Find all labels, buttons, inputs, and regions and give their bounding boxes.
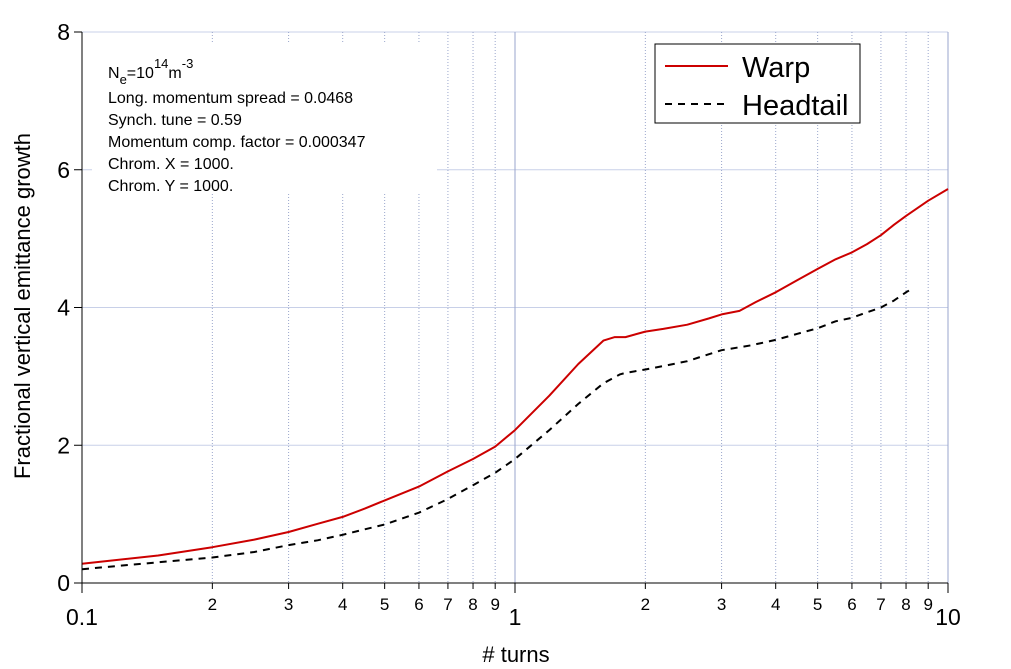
x-minor-tick-label: 3 <box>284 595 293 614</box>
annotation-line: Chrom. X = 1000. <box>108 156 234 173</box>
x-major-tick-label: 0.1 <box>66 604 98 630</box>
series-lines <box>81 188 949 571</box>
x-axis-title: # turns <box>482 642 549 667</box>
annotation-line: Synch. tune = 0.59 <box>108 112 242 129</box>
x-minor-tick-label: 7 <box>876 595 885 614</box>
y-tick-label: 8 <box>57 19 70 45</box>
series-line-headtail <box>81 287 914 571</box>
parameter-annotation: Ne=1014m-3 Long. momentum spread = 0.046… <box>92 44 437 195</box>
legend-label-warp: Warp <box>742 52 810 84</box>
x-minor-tick-label: 9 <box>490 595 499 614</box>
x-major-tick-label: 10 <box>935 604 961 630</box>
x-major-tick-label: 1 <box>509 604 522 630</box>
y-tick-label: 4 <box>57 295 70 321</box>
y-tick-label: 2 <box>57 432 70 458</box>
x-minor-tick-label: 9 <box>923 595 932 614</box>
x-minor-tick-label: 5 <box>380 595 389 614</box>
y-tick-label: 6 <box>57 157 70 183</box>
x-minor-tick-label: 8 <box>468 595 477 614</box>
y-tick-label: 0 <box>57 570 70 596</box>
series-line-warp <box>81 188 949 565</box>
legend-label-headtail: Headtail <box>742 90 848 122</box>
electron-density-label: Ne=1014m-3 <box>108 56 193 87</box>
y-axis-title: Fractional vertical emittance growth <box>10 133 35 479</box>
annotation-background <box>92 44 437 194</box>
annotation-line: Chrom. Y = 1000. <box>108 178 233 195</box>
x-minor-tick-label: 4 <box>771 595 780 614</box>
x-minor-tick-label: 8 <box>901 595 910 614</box>
grid-lines <box>81 31 949 584</box>
x-minor-tick-label: 2 <box>641 595 650 614</box>
x-minor-tick-label: 5 <box>813 595 822 614</box>
annotation-line: Momentum comp. factor = 0.000347 <box>108 134 366 151</box>
x-minor-tick-label: 7 <box>443 595 452 614</box>
x-minor-tick-label: 6 <box>414 595 423 614</box>
annotation-line: Long. momentum spread = 0.0468 <box>108 90 353 107</box>
x-minor-tick-label: 6 <box>847 595 856 614</box>
x-minor-tick-label: 2 <box>208 595 217 614</box>
x-minor-tick-label: 3 <box>717 595 726 614</box>
legend-box <box>654 43 861 124</box>
legend: Warp Headtail <box>654 43 861 124</box>
x-minor-tick-label: 4 <box>338 595 347 614</box>
